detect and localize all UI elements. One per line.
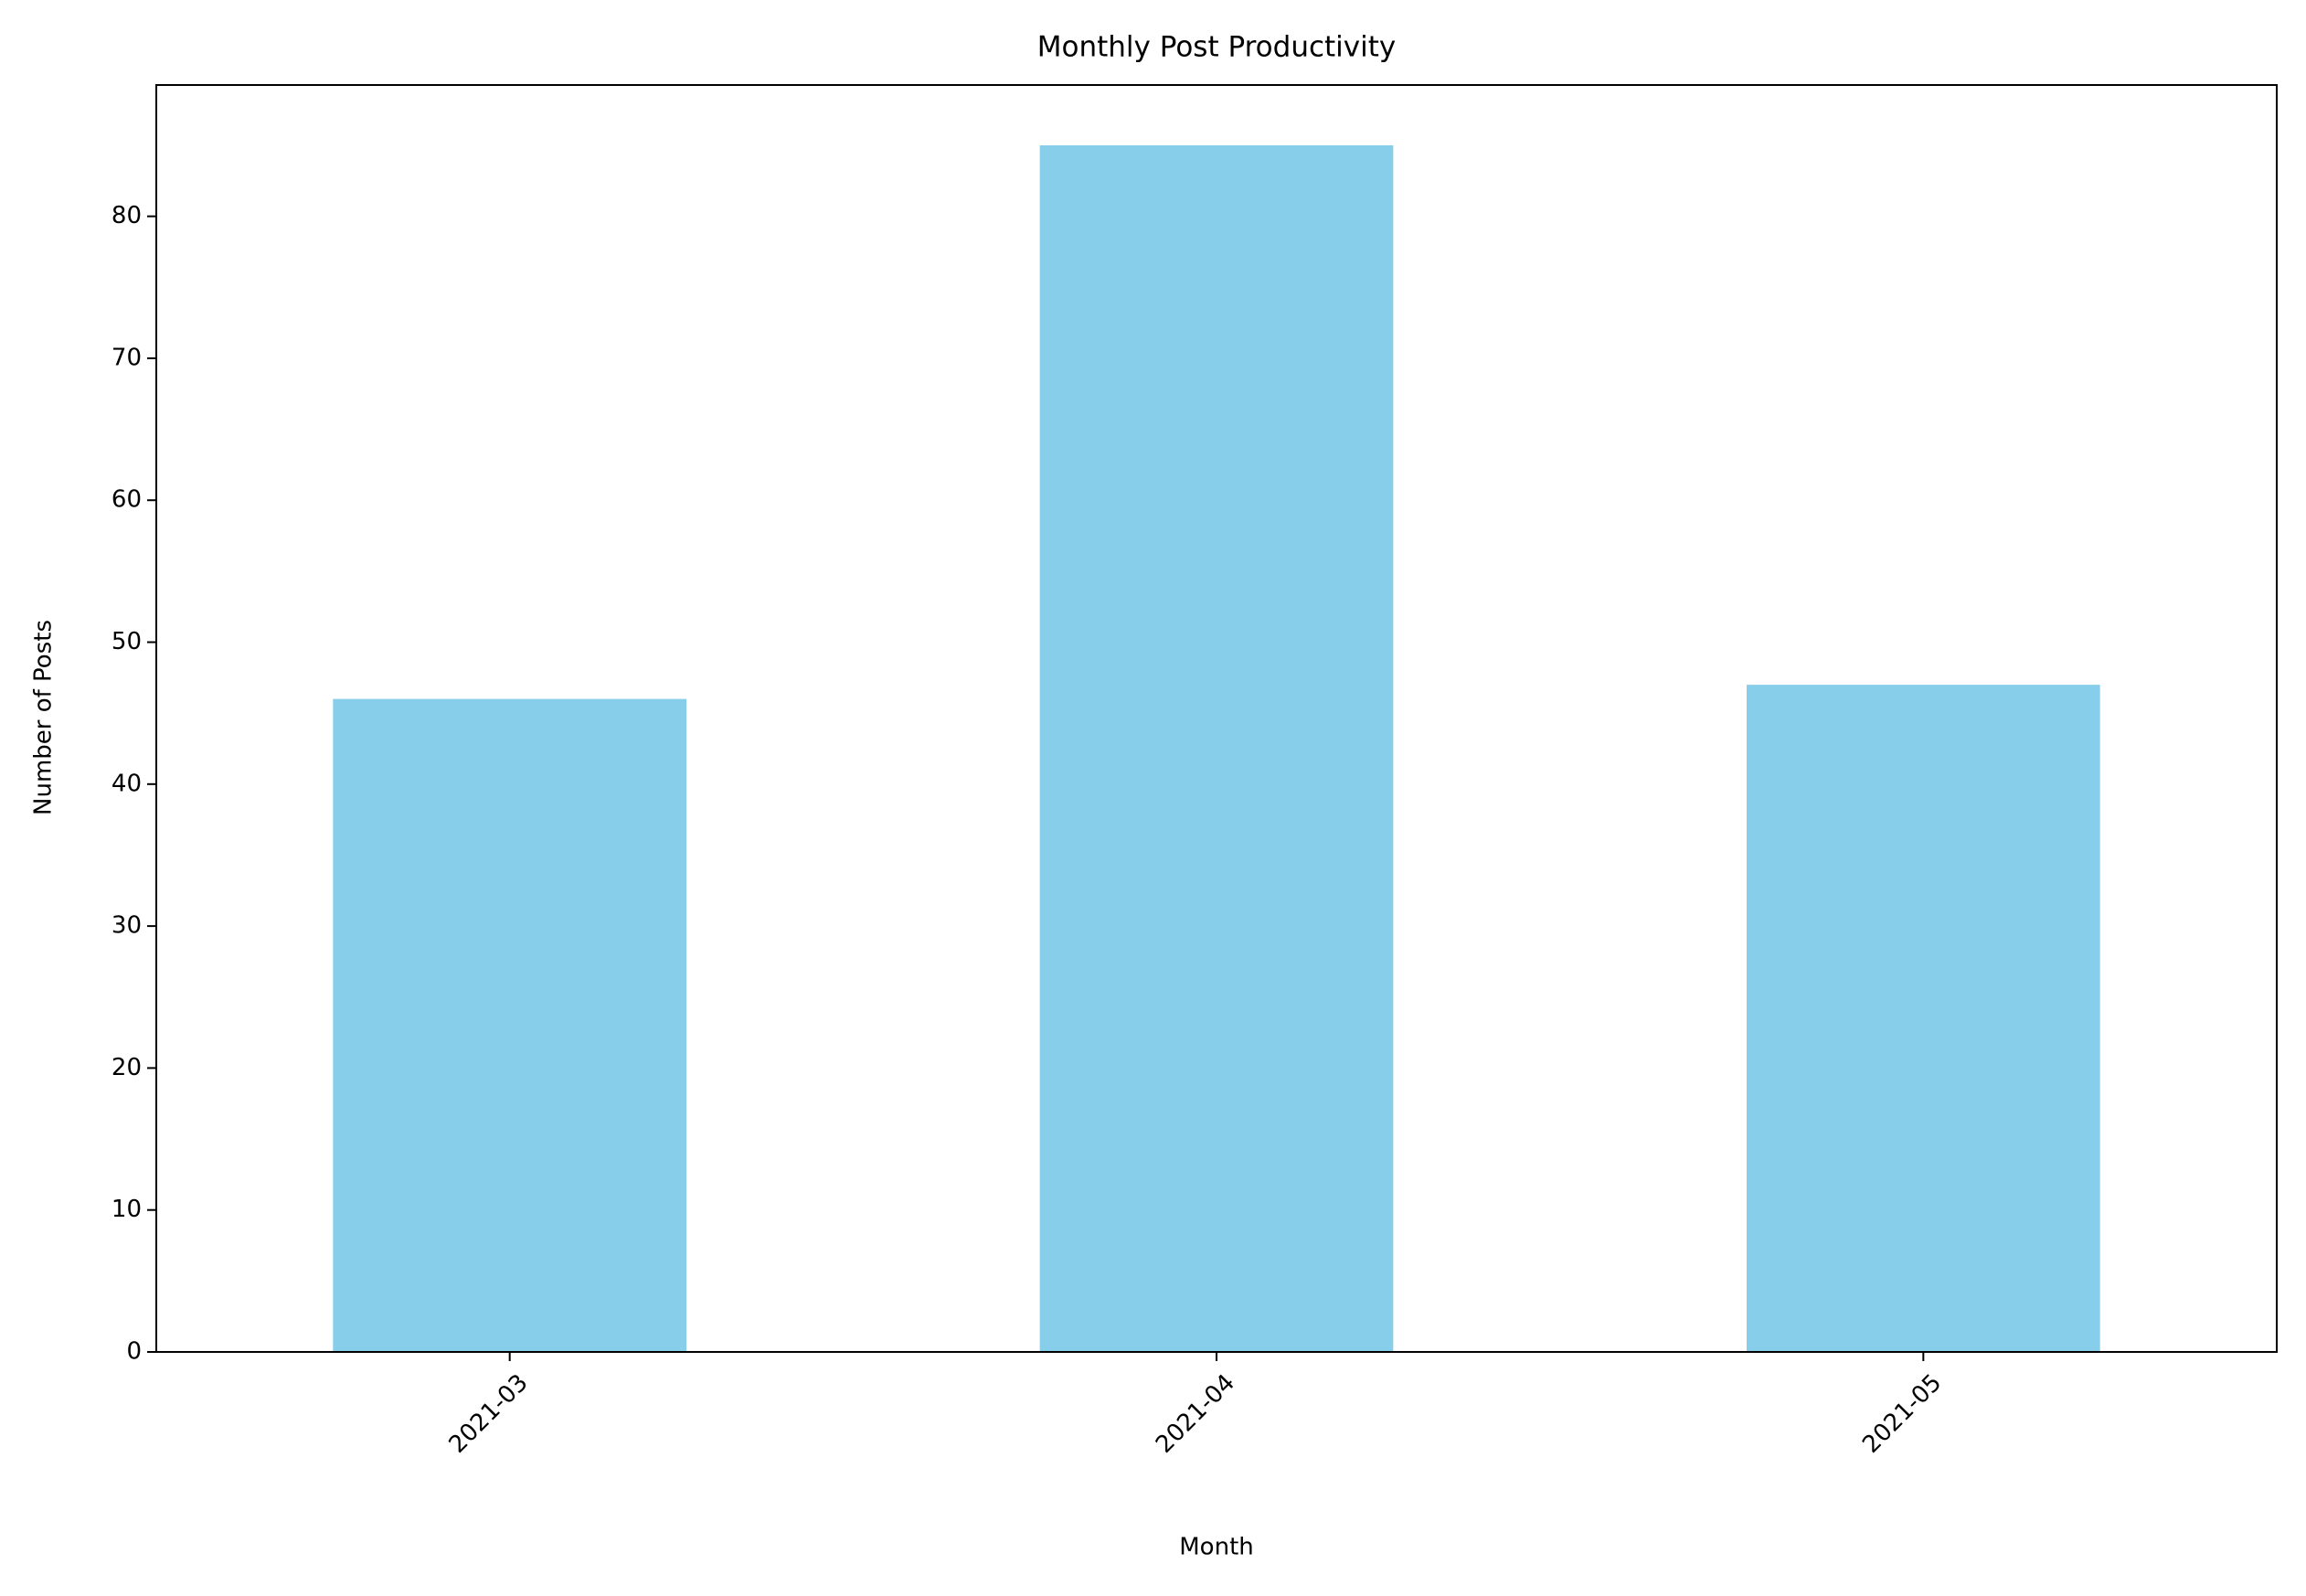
x-axis-label: Month bbox=[1179, 1534, 1254, 1561]
y-tick-label: 0 bbox=[126, 1338, 142, 1366]
y-tick-label: 40 bbox=[112, 770, 142, 797]
x-tick-label: 2021-04 bbox=[1151, 1369, 1240, 1459]
bar bbox=[333, 698, 686, 1352]
bar bbox=[1747, 685, 2100, 1352]
y-tick-label: 30 bbox=[112, 912, 142, 940]
y-tick-label: 10 bbox=[112, 1196, 142, 1223]
y-tick-label: 20 bbox=[112, 1054, 142, 1081]
y-axis-label: Number of Posts bbox=[30, 620, 58, 815]
bar bbox=[1039, 145, 1394, 1352]
x-tick-label: 2021-03 bbox=[444, 1369, 534, 1459]
plot-frame bbox=[155, 84, 2278, 1353]
y-tick-label: 80 bbox=[112, 202, 142, 229]
chart-title: Monthly Post Productivity bbox=[1037, 31, 1396, 64]
x-tick-label: 2021-05 bbox=[1857, 1369, 1947, 1459]
y-tick-label: 50 bbox=[112, 628, 142, 655]
y-tick-label: 60 bbox=[112, 486, 142, 514]
y-tick-label: 70 bbox=[112, 344, 142, 371]
